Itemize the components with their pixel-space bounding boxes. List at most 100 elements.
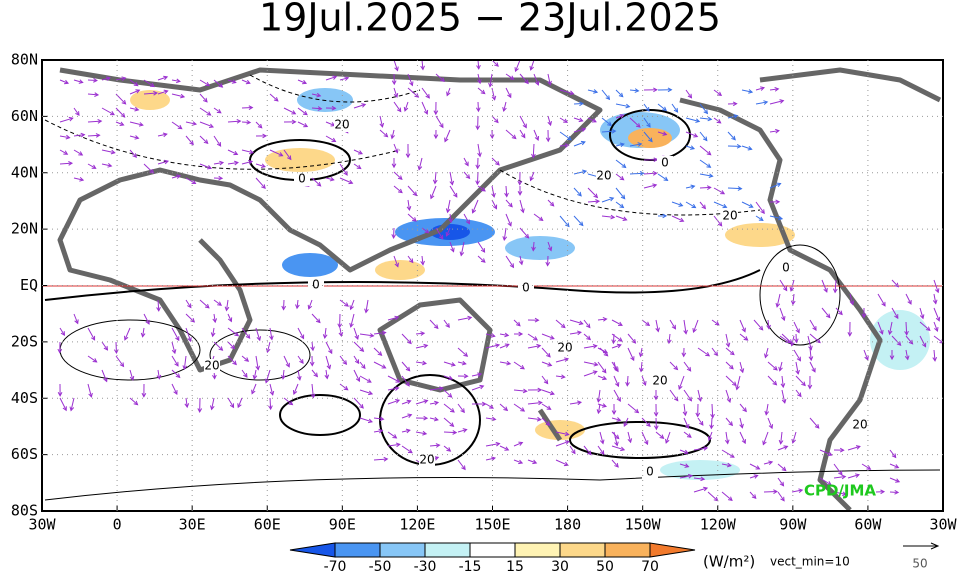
wind-vector [430, 320, 438, 328]
wind-vector [834, 464, 842, 475]
contour-label: 20 [652, 374, 667, 388]
wind-vector [402, 334, 411, 343]
lon-label: 90E [329, 516, 356, 534]
wind-vector [214, 342, 222, 350]
wind-vector [670, 390, 678, 401]
wind-vector [200, 300, 209, 308]
vector-note: vect_min=10 [770, 555, 850, 569]
lon-label: 30W [929, 516, 957, 534]
wind-vector [630, 173, 644, 174]
contour-label: 0 [661, 156, 669, 170]
unit-label: (W/m²) [703, 553, 755, 571]
wind-vector [444, 432, 456, 433]
wind-vector [408, 186, 417, 195]
colorbar-cell [470, 543, 515, 557]
wind-vector [506, 256, 514, 267]
reference-vector-label: 50 [912, 557, 927, 571]
colorbar-cell [515, 543, 560, 557]
lat-label: 60S [11, 445, 38, 463]
lat-label: 40N [11, 163, 38, 181]
wind-vector [726, 376, 736, 385]
wind-vector [542, 348, 550, 357]
lon-label: 150E [474, 516, 510, 534]
wind-vector [810, 418, 819, 428]
wind-vector [598, 362, 606, 373]
lon-label: 120W [700, 516, 737, 534]
lon-label: 90W [779, 516, 807, 534]
colorbar-label: -30 [414, 559, 437, 575]
wind-vector [754, 320, 763, 330]
lon-label: 30W [28, 516, 56, 534]
lon-label: 180 [554, 516, 581, 534]
contour-label: 20 [204, 359, 219, 373]
wind-vector [574, 216, 583, 225]
wind-vector [556, 320, 565, 328]
contour-label: 20 [334, 118, 349, 132]
wind-vector [477, 172, 478, 184]
wind-vector [684, 390, 691, 401]
lat-label: 20N [11, 220, 38, 238]
contour-label: 0 [312, 278, 320, 292]
wind-vector [228, 328, 238, 336]
contour-label: 20 [557, 341, 572, 355]
colorbar-cell [425, 543, 470, 557]
wind-vector [444, 418, 454, 426]
wind-vector [354, 342, 363, 351]
wind-vectors [58, 60, 944, 501]
wind-vector [560, 132, 571, 140]
wind-vector [768, 376, 776, 385]
wind-vector [408, 88, 418, 97]
lat-label: 60N [11, 107, 38, 125]
contour-label: 0 [298, 172, 306, 186]
wind-vector [796, 376, 805, 386]
lon-label: 0 [113, 516, 122, 534]
wind-vector [698, 348, 709, 356]
lon-label: 60E [254, 516, 281, 534]
colorbar-cell [560, 543, 605, 557]
wind-vector [186, 314, 194, 322]
credit: CPD/JMA [804, 482, 876, 500]
wind-vector [560, 216, 569, 227]
wind-vector [728, 188, 741, 189]
colorbar-label: 15 [506, 559, 524, 575]
colorbar-label: 50 [596, 559, 614, 575]
colorbar: -70 -50 -30 -15 15 30 50 70 [290, 543, 695, 575]
wind-vector [588, 188, 597, 197]
wind-vector [700, 146, 711, 155]
contour-label: 20 [596, 169, 611, 183]
wind-vector [116, 356, 124, 366]
wind-vector [616, 188, 625, 199]
colorbar-cell [380, 543, 425, 557]
lon-label: 60W [854, 516, 882, 534]
colorbar-label: -50 [369, 559, 392, 575]
contour-label: 0 [646, 465, 654, 479]
lon-label: 150W [625, 516, 662, 534]
wind-vector [533, 144, 534, 158]
wind-vector [722, 492, 732, 500]
contours [45, 75, 940, 500]
colorbar-label: 30 [551, 559, 569, 575]
wind-vector [402, 362, 410, 371]
wind-vector [722, 450, 734, 457]
contour-label: 20 [722, 209, 737, 223]
colorbar-end [650, 543, 695, 557]
wind-vector [628, 404, 638, 413]
wind-vector [312, 314, 320, 323]
colorbar-cell [605, 543, 650, 557]
colorbar-cell [335, 543, 380, 557]
colorbar-label: -70 [324, 559, 347, 575]
lat-label: EQ [20, 276, 38, 294]
wind-vector [256, 178, 265, 188]
colorbar-label: 70 [641, 559, 659, 575]
colorbar-end [290, 543, 335, 557]
colorbar-label: -15 [459, 559, 482, 575]
lat-label: 40S [11, 389, 38, 407]
wind-vector [458, 348, 467, 356]
title: 19Jul.2025 − 23Jul.2025 [259, 0, 721, 40]
wind-vector [444, 404, 454, 412]
wind-vector [712, 404, 713, 418]
lon-label: 120E [399, 516, 435, 534]
lat-label: 20S [11, 332, 38, 350]
